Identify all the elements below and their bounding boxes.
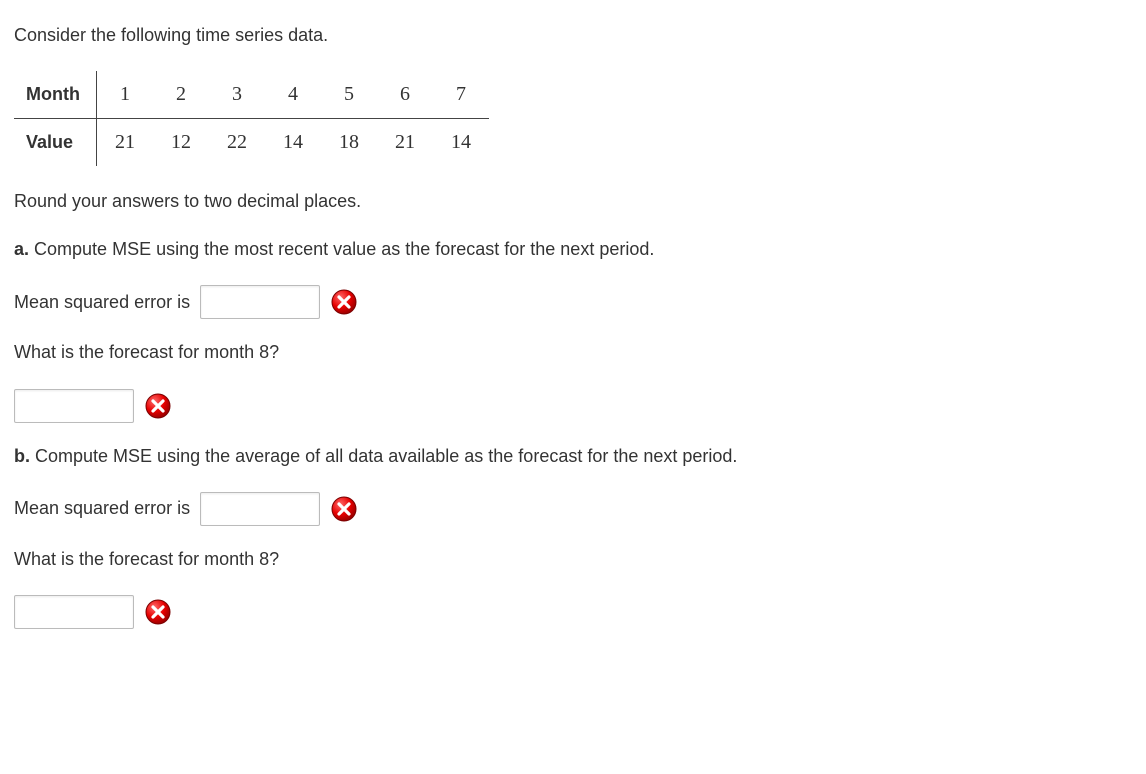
part-b-mse-row: Mean squared error is	[14, 492, 1132, 526]
month-cell: 2	[153, 71, 209, 119]
part-a-forecast-row	[14, 389, 1132, 423]
part-b-label: b.	[14, 446, 30, 466]
row-header-value: Value	[14, 119, 96, 167]
part-b-mse-input[interactable]	[200, 492, 320, 526]
intro-text: Consider the following time series data.	[14, 24, 1132, 47]
time-series-table: Month 1 2 3 4 5 6 7 Value 21 12 22 14 18…	[14, 71, 489, 166]
value-cell: 14	[433, 119, 489, 167]
part-b-forecast-prompt: What is the forecast for month 8?	[14, 548, 1132, 571]
incorrect-icon	[330, 495, 358, 523]
part-a-prompt-line: a. Compute MSE using the most recent val…	[14, 238, 1132, 261]
month-cell: 4	[265, 71, 321, 119]
incorrect-icon	[144, 598, 172, 626]
part-a-mse-row: Mean squared error is	[14, 285, 1132, 319]
part-a-forecast-prompt: What is the forecast for month 8?	[14, 341, 1132, 364]
part-a-label: a.	[14, 239, 29, 259]
value-cell: 21	[377, 119, 433, 167]
part-a-mse-input[interactable]	[200, 285, 320, 319]
part-a-mse-label: Mean squared error is	[14, 292, 190, 313]
part-b-prompt: Compute MSE using the average of all dat…	[35, 446, 737, 466]
part-b-forecast-input[interactable]	[14, 595, 134, 629]
incorrect-icon	[330, 288, 358, 316]
value-cell: 21	[96, 119, 153, 167]
month-cell: 1	[96, 71, 153, 119]
part-b-mse-label: Mean squared error is	[14, 498, 190, 519]
part-b-prompt-line: b. Compute MSE using the average of all …	[14, 445, 1132, 468]
value-cell: 18	[321, 119, 377, 167]
part-a-prompt: Compute MSE using the most recent value …	[34, 239, 654, 259]
value-cell: 12	[153, 119, 209, 167]
rounding-instruction: Round your answers to two decimal places…	[14, 190, 1132, 213]
month-cell: 5	[321, 71, 377, 119]
value-cell: 22	[209, 119, 265, 167]
month-cell: 6	[377, 71, 433, 119]
month-cell: 7	[433, 71, 489, 119]
row-header-month: Month	[14, 71, 96, 119]
table-row-months: Month 1 2 3 4 5 6 7	[14, 71, 489, 119]
value-cell: 14	[265, 119, 321, 167]
month-cell: 3	[209, 71, 265, 119]
part-a-forecast-input[interactable]	[14, 389, 134, 423]
table-row-values: Value 21 12 22 14 18 21 14	[14, 119, 489, 167]
incorrect-icon	[144, 392, 172, 420]
part-b-forecast-row	[14, 595, 1132, 629]
